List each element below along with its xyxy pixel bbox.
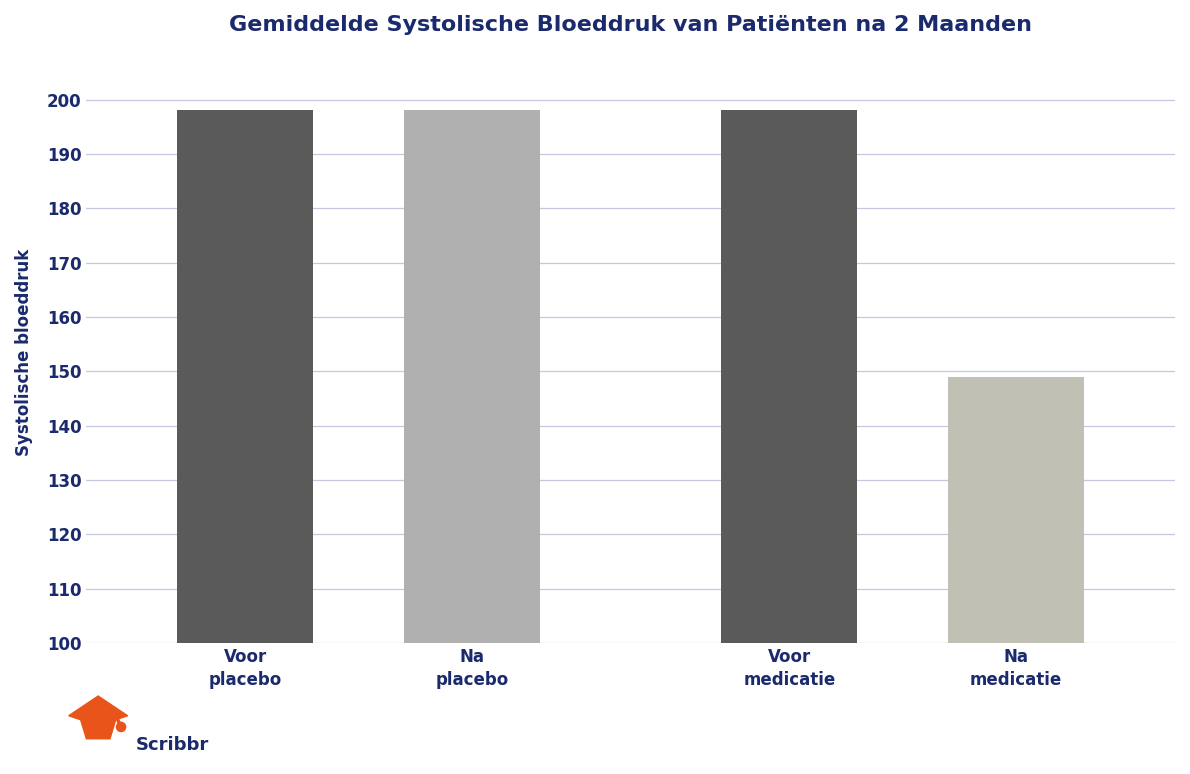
Title: Gemiddelde Systolische Bloeddruk van Patiënten na 2 Maanden: Gemiddelde Systolische Bloeddruk van Pat…	[230, 15, 1032, 35]
Bar	[948, 377, 1084, 643]
Y-axis label: Systolische bloeddruk: Systolische bloeddruk	[15, 248, 33, 456]
Circle shape	[117, 722, 126, 731]
Bar	[721, 111, 858, 643]
Text: Scribbr: Scribbr	[136, 735, 209, 754]
Polygon shape	[80, 717, 117, 738]
Bar	[177, 111, 313, 643]
Bar	[403, 111, 540, 643]
Polygon shape	[69, 696, 127, 726]
